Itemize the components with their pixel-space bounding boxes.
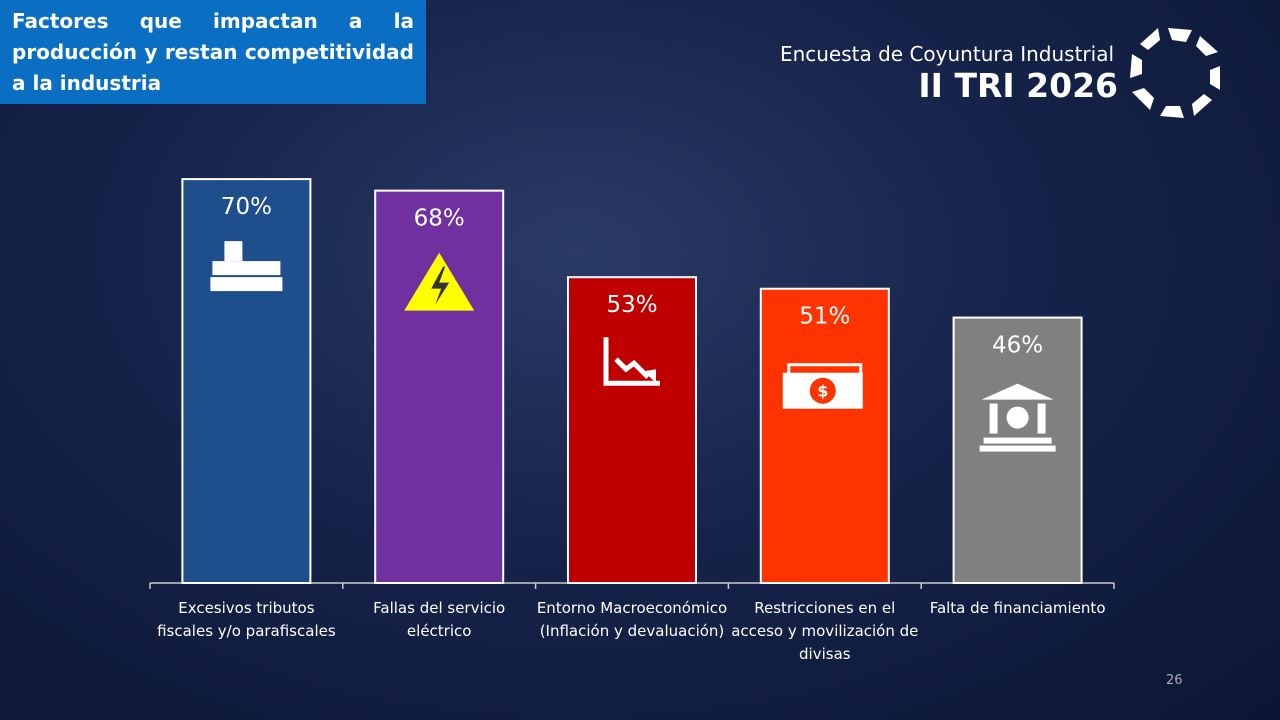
category-label: Entorno Macroeconómico (Inflación y deva… — [536, 599, 728, 640]
icon-part: $ — [817, 382, 828, 401]
icon-part — [989, 403, 998, 434]
bar-icon: $ — [782, 363, 863, 409]
chart-title: Factores que impactan a la producción y … — [0, 0, 426, 104]
period: II TRI 2026 — [918, 66, 1118, 105]
icon-part — [983, 437, 1052, 444]
page-number: 26 — [1166, 673, 1183, 688]
category-label: Fallas del servicio eléctrico — [373, 599, 506, 640]
value-label: 53% — [606, 292, 657, 318]
bar-icon — [979, 383, 1056, 452]
bar — [181, 178, 312, 584]
icon-part — [979, 445, 1056, 452]
icon-part — [644, 369, 656, 384]
icon-part — [614, 357, 650, 379]
value-label: 46% — [992, 333, 1043, 359]
icon-part — [224, 241, 243, 262]
bar — [374, 189, 505, 584]
bar — [759, 287, 890, 584]
icon-part — [210, 277, 283, 292]
category-label: Restricciones en el acceso y movilizació… — [731, 599, 919, 663]
icon-part — [809, 377, 836, 404]
icon-part — [981, 383, 1054, 400]
bar-icon — [404, 252, 475, 311]
icon-part — [603, 337, 660, 386]
value-label: 68% — [414, 206, 465, 232]
bar — [567, 276, 697, 584]
category-label: Falta de financiamiento — [929, 599, 1106, 617]
icon-part — [1006, 406, 1029, 429]
bar-icon — [603, 337, 660, 386]
icon-part — [431, 266, 450, 305]
value-label: 51% — [799, 304, 850, 330]
value-label: 70% — [221, 194, 272, 220]
category-label: Excesivos tributos fiscales y/o parafisc… — [157, 599, 336, 640]
icon-part — [212, 261, 281, 276]
logo — [1130, 28, 1220, 118]
bar-icon — [210, 241, 283, 292]
survey-name: Encuesta de Coyuntura Industrial — [779, 42, 1114, 66]
icon-part — [1037, 403, 1046, 434]
